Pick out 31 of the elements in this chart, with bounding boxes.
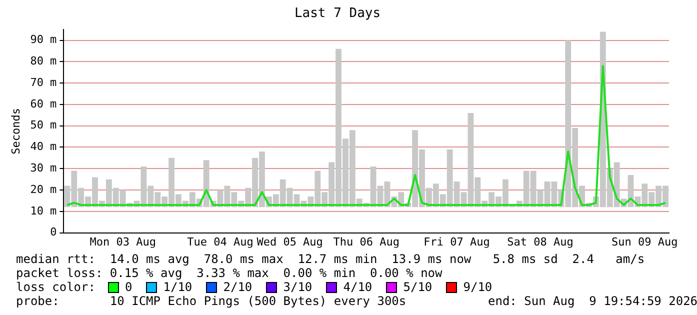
text: 2/10 [223, 280, 252, 294]
y-axis-title: Seconds [9, 108, 22, 154]
text: median rtt: 14.0 ms avg 78.0 ms max 12.7 ms min 13.9 ms now 5.8 ms sd 2.4 am/s [16, 252, 645, 266]
y-tick-label: 0 [50, 226, 57, 239]
y-tick-label: 50 m [30, 118, 58, 132]
x-tick-label: Wed 05 Aug [256, 235, 323, 248]
text: loss color: [16, 280, 96, 294]
y-tick-label: 70 m [30, 76, 58, 89]
text: end: Sun Aug 9 19:54:59 2026 [488, 294, 697, 308]
x-tick-label: Tue 04 Aug [187, 235, 254, 248]
text: packet loss: 0.15 % avg 3.33 % max 0.00 % min 0.00 % now [16, 266, 442, 280]
text: 1/10 [163, 280, 192, 294]
y-tick-label: 40 m [30, 140, 58, 154]
x-tick-label: Thu 06 Aug [333, 235, 400, 248]
x-tick-label: Fri 07 Aug [424, 235, 490, 248]
y-tick-label: 10 m [30, 204, 58, 218]
chart-title: Last 7 Days [294, 6, 381, 22]
text: 9/10 [463, 280, 492, 294]
text: probe: 10 ICMP Echo Pings (500 Bytes) every 300s [16, 294, 406, 308]
x-tick-label: Sat 08 Aug [507, 235, 574, 248]
y-tick-label: 90 m [30, 33, 58, 46]
x-tick-label: Sun 09 Aug [612, 235, 678, 248]
y-tick-label: 80 m [30, 54, 58, 68]
text: 0 [125, 280, 132, 294]
text: 3/10 [283, 280, 312, 294]
y-tick-label: 20 m [30, 182, 58, 196]
text: 5/10 [403, 280, 432, 294]
x-tick-label: Mon 03 Aug [90, 235, 156, 248]
y-tick-label: 30 m [30, 161, 58, 174]
y-tick-label: 60 m [30, 97, 58, 110]
text: 4/10 [343, 280, 372, 294]
